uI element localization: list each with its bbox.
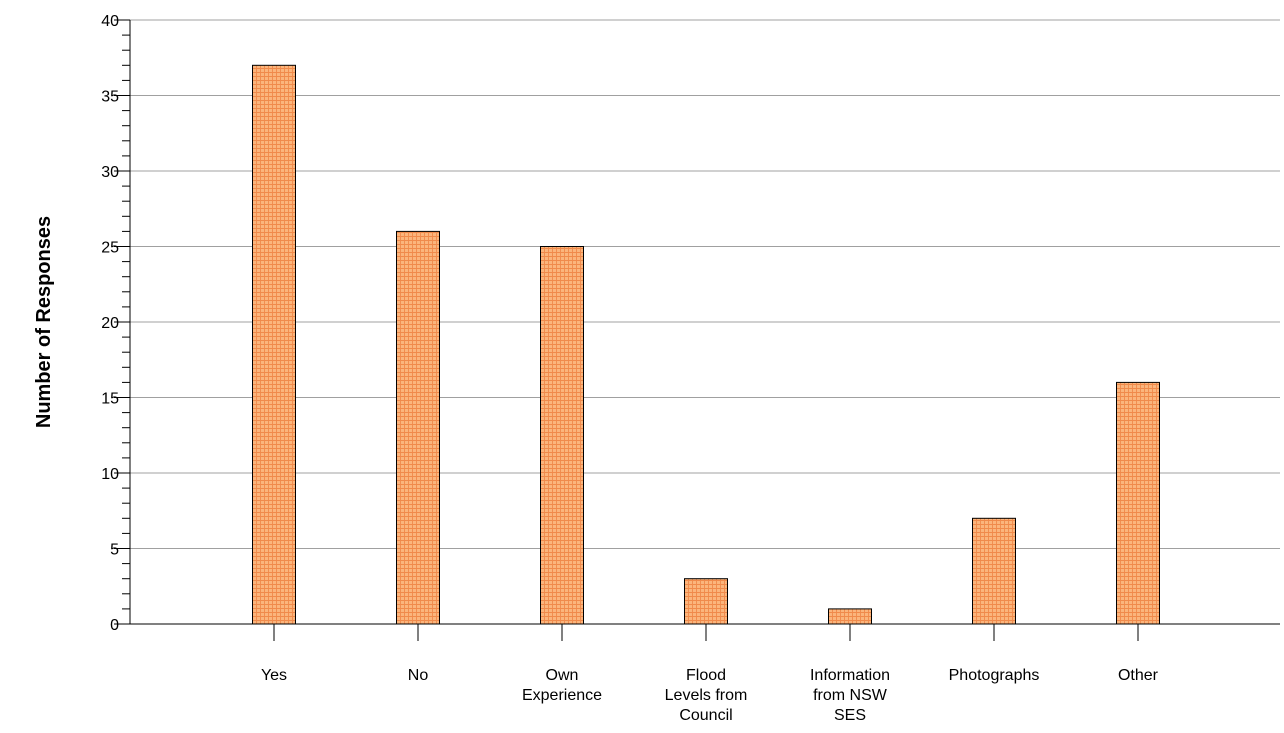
x-category-label-line: Yes — [261, 667, 287, 684]
gridlines — [130, 19, 1280, 549]
x-category-label: No — [408, 667, 429, 684]
x-category-label: Own Experience — [522, 667, 602, 704]
y-tick-label: 40 — [101, 13, 119, 30]
x-category-label: Yes — [261, 667, 287, 684]
x-category-label: Information from NSW SES — [810, 667, 890, 724]
x-category-label: Photographs — [949, 667, 1040, 684]
x-category-label: Flood Levels from Council — [665, 667, 748, 724]
labels: 0 5 10 15 20 25 30 35 40 Yes No Own Experience Flood L… — [101, 13, 1158, 724]
y-tick-label: 35 — [101, 89, 119, 106]
y-tick-label: 25 — [101, 240, 119, 257]
y-axis-title: Number of Responses — [33, 216, 55, 428]
x-category-label-line: Other — [1118, 667, 1159, 684]
bar — [540, 246, 584, 625]
bars — [252, 64, 1160, 625]
bar — [252, 64, 296, 625]
x-category-label: Other — [1118, 667, 1159, 684]
y-tick-label: 5 — [110, 542, 119, 559]
x-category-label-line: Council — [679, 707, 732, 724]
x-category-label-line: Photographs — [949, 667, 1040, 684]
x-category-label-line: Own — [546, 667, 579, 684]
x-category-label-line: SES — [834, 707, 866, 724]
x-category-label-line: No — [408, 667, 429, 684]
bar — [396, 230, 440, 625]
y-tick-label: 10 — [101, 466, 119, 483]
x-category-label-line: from NSW — [813, 687, 888, 704]
y-tick-label: 30 — [101, 164, 119, 181]
bar — [684, 578, 728, 625]
y-tick-label: 15 — [101, 391, 119, 408]
x-category-label-line: Experience — [522, 687, 602, 704]
x-category-label-line: Flood — [686, 667, 726, 684]
bar — [972, 517, 1016, 625]
y-tick-label: 0 — [110, 617, 119, 634]
x-category-label-line: Levels from — [665, 687, 748, 704]
axes — [114, 19, 1280, 641]
x-category-label-line: Information — [810, 667, 890, 684]
bar — [1116, 381, 1160, 625]
bar — [828, 608, 872, 625]
y-tick-label: 20 — [101, 315, 119, 332]
